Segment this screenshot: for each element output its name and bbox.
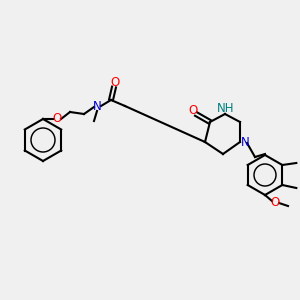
- Text: O: O: [188, 103, 198, 116]
- Text: O: O: [52, 112, 62, 125]
- Text: N: N: [93, 100, 101, 113]
- Text: N: N: [241, 136, 249, 148]
- Text: NH: NH: [217, 103, 235, 116]
- Text: O: O: [270, 196, 280, 209]
- Text: O: O: [110, 76, 120, 88]
